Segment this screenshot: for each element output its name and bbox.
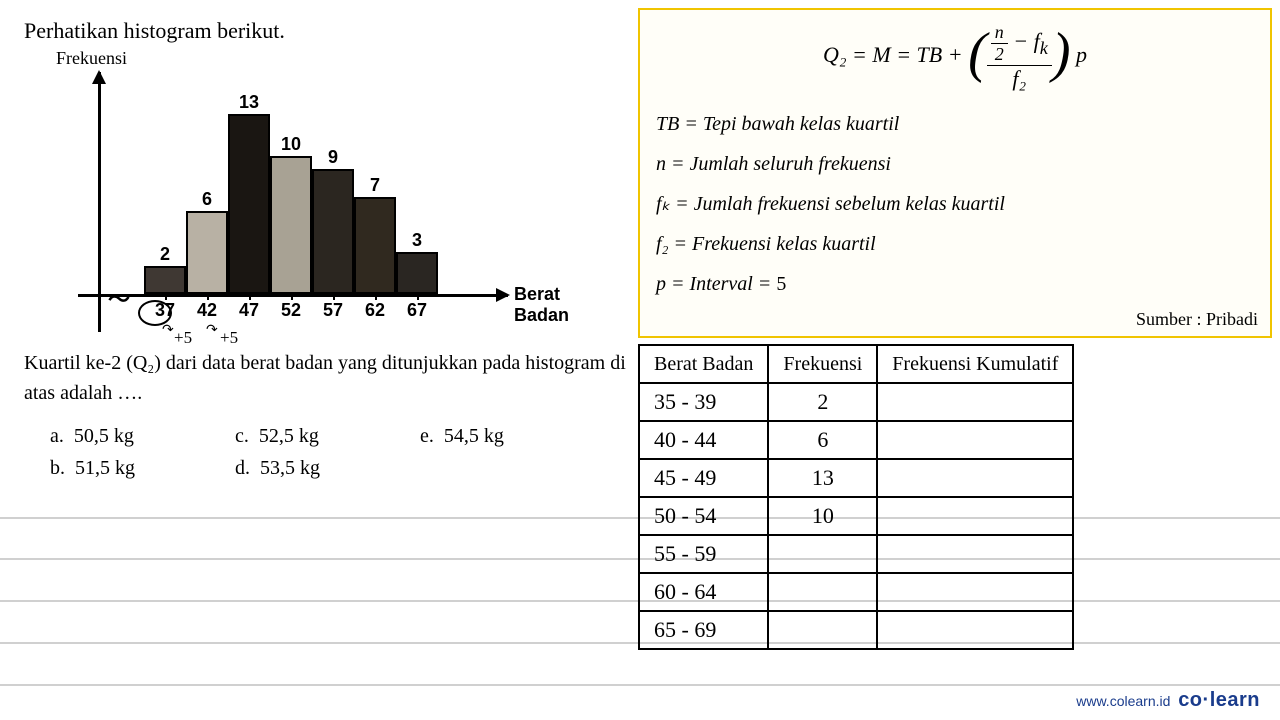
def-tb: TB = Tepi bawah kelas kuartil bbox=[656, 104, 1254, 144]
bar-value-label: 3 bbox=[398, 230, 436, 251]
formula-definitions: TB = Tepi bawah kelas kuartil n = Jumlah… bbox=[656, 104, 1254, 304]
table-row: 40 - 446 bbox=[639, 421, 1073, 459]
def-n: n = Jumlah seluruh frekuensi bbox=[656, 144, 1254, 184]
table-row: 65 - 69 bbox=[639, 611, 1073, 649]
cell-freq bbox=[768, 573, 877, 611]
table-header-range: Berat Badan bbox=[639, 345, 768, 383]
bar-value-label: 2 bbox=[146, 244, 184, 265]
cell-freq: 10 bbox=[768, 497, 877, 535]
def-fk: fₖ = Jumlah frekuensi sebelum kelas kuar… bbox=[656, 184, 1254, 224]
table-header-cumfreq: Frekuensi Kumulatif bbox=[877, 345, 1073, 383]
def-f2: f₂ = Frekuensi kelas kuartil bbox=[656, 224, 1254, 264]
x-tick-label: 42 bbox=[186, 300, 228, 321]
histogram-bar: 13 bbox=[228, 114, 270, 294]
frequency-table: Berat Badan Frekuensi Frekuensi Kumulati… bbox=[638, 344, 1074, 650]
cell-cumfreq bbox=[877, 459, 1073, 497]
cell-freq: 2 bbox=[768, 383, 877, 421]
table-row: 50 - 5410 bbox=[639, 497, 1073, 535]
x-tick-label: 57 bbox=[312, 300, 354, 321]
cell-range: 50 - 54 bbox=[639, 497, 768, 535]
footer-url: www.colearn.id bbox=[1076, 693, 1170, 709]
page-title: Perhatikan histogram berikut. bbox=[24, 18, 634, 44]
cell-range: 60 - 64 bbox=[639, 573, 768, 611]
x-tick-label: 67 bbox=[396, 300, 438, 321]
cell-cumfreq bbox=[877, 573, 1073, 611]
annotation-arrow-1: ↷ bbox=[162, 322, 174, 339]
cell-cumfreq bbox=[877, 611, 1073, 649]
formula-source: Sumber : Pribadi bbox=[1136, 309, 1258, 330]
cell-freq: 6 bbox=[768, 421, 877, 459]
histogram-bar: 10 bbox=[270, 156, 312, 294]
histogram-bar: 7 bbox=[354, 197, 396, 294]
cell-cumfreq bbox=[877, 535, 1073, 573]
histogram-bar: 2 bbox=[144, 266, 186, 294]
cell-cumfreq bbox=[877, 383, 1073, 421]
option-d: d. 53,5 kg bbox=[235, 452, 415, 484]
def-p: p = Interval = 5 bbox=[656, 264, 1254, 304]
annotation-plus5-1: +5 bbox=[174, 328, 192, 348]
option-c: c. 52,5 kg bbox=[235, 420, 415, 452]
x-tick-label: 47 bbox=[228, 300, 270, 321]
annotation-plus5-2: +5 bbox=[220, 328, 238, 348]
x-axis bbox=[78, 294, 508, 297]
bar-value-label: 9 bbox=[314, 147, 352, 168]
cell-range: 40 - 44 bbox=[639, 421, 768, 459]
cell-cumfreq bbox=[877, 421, 1073, 459]
option-b: b. 51,5 kg bbox=[50, 452, 230, 484]
table-row: 55 - 59 bbox=[639, 535, 1073, 573]
cell-range: 45 - 49 bbox=[639, 459, 768, 497]
cell-freq bbox=[768, 535, 877, 573]
option-a: a. 50,5 kg bbox=[50, 420, 230, 452]
cell-range: 35 - 39 bbox=[639, 383, 768, 421]
annotation-arrow-2: ↷ bbox=[206, 322, 218, 339]
table-row: 35 - 392 bbox=[639, 383, 1073, 421]
footer: www.colearn.id co·learn bbox=[1076, 689, 1260, 712]
cell-range: 65 - 69 bbox=[639, 611, 768, 649]
cell-freq: 13 bbox=[768, 459, 877, 497]
cell-freq bbox=[768, 611, 877, 649]
cell-range: 55 - 59 bbox=[639, 535, 768, 573]
option-e: e. 54,5 kg bbox=[420, 420, 600, 452]
axis-break-icon: 〜 bbox=[108, 282, 130, 314]
y-axis bbox=[98, 72, 101, 332]
x-tick-label: 62 bbox=[354, 300, 396, 321]
histogram-bar: 9 bbox=[312, 169, 354, 294]
histogram-chart: 〜 261310973 37424752576267 Berat Badan +… bbox=[78, 72, 618, 337]
histogram-bar: 3 bbox=[396, 252, 438, 294]
bar-value-label: 13 bbox=[230, 92, 268, 113]
formula-equation: Q₂ = M = TB + ( n 2 − fk f₂ ) p bbox=[656, 22, 1254, 92]
table-row: 60 - 64 bbox=[639, 573, 1073, 611]
ruled-line bbox=[0, 684, 1280, 686]
question-text: Kuartil ke-2 (Q₂) dari data berat badan … bbox=[24, 348, 634, 408]
formula-box: Q₂ = M = TB + ( n 2 − fk f₂ ) p TB = Tep… bbox=[638, 8, 1272, 338]
answer-options: a. 50,5 kg b. 51,5 kg c. 52,5 kg d. 53,5… bbox=[50, 420, 630, 484]
table-row: 45 - 4913 bbox=[639, 459, 1073, 497]
x-tick-label: 52 bbox=[270, 300, 312, 321]
bar-value-label: 6 bbox=[188, 189, 226, 210]
table-header-freq: Frekuensi bbox=[768, 345, 877, 383]
cell-cumfreq bbox=[877, 497, 1073, 535]
histogram-bar: 6 bbox=[186, 211, 228, 294]
bar-value-label: 10 bbox=[272, 134, 310, 155]
y-axis-label: Frekuensi bbox=[56, 48, 634, 69]
footer-brand: co·learn bbox=[1178, 689, 1260, 711]
x-axis-label: Berat Badan bbox=[514, 284, 618, 326]
bar-value-label: 7 bbox=[356, 175, 394, 196]
